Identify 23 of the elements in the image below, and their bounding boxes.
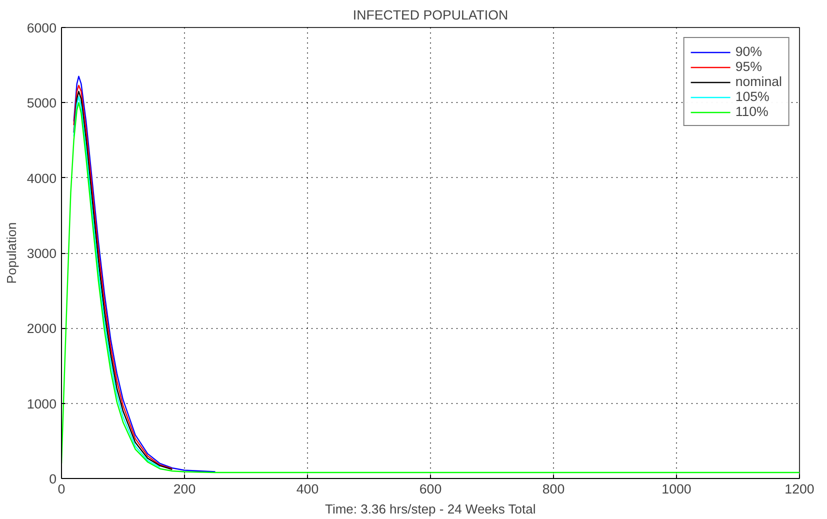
y-tick-label: 4000 (26, 170, 57, 186)
x-tick-label: 1200 (784, 482, 814, 496)
y-tick-label: 5000 (26, 96, 57, 111)
y-tick-label: 6000 (26, 20, 57, 36)
x-tick-label: 600 (419, 482, 442, 496)
line-series (73, 76, 216, 472)
x-tick-label: 800 (542, 482, 565, 496)
x-tick-label: 200 (173, 482, 196, 496)
legend-label: 90% (735, 44, 762, 59)
y-axis-title: Population (4, 222, 19, 284)
legend-label: 105% (735, 89, 770, 104)
legend-label: 95% (735, 59, 762, 74)
y-tick-label: 0 (49, 472, 57, 486)
line-series (62, 102, 800, 474)
legend-label: nominal (735, 74, 782, 89)
y-tick-label: 1000 (26, 396, 57, 412)
legend-label: 110% (735, 104, 768, 119)
x-tick-label: 400 (296, 482, 319, 496)
y-tick-label: 3000 (26, 246, 57, 261)
x-tick-label: 1000 (662, 482, 692, 496)
chart-title: INFECTED POPULATION (352, 8, 508, 22)
y-tick-label: 2000 (26, 321, 57, 336)
x-axis-title: Time: 3.36 hrs/step - 24 Weeks Total (325, 502, 536, 516)
